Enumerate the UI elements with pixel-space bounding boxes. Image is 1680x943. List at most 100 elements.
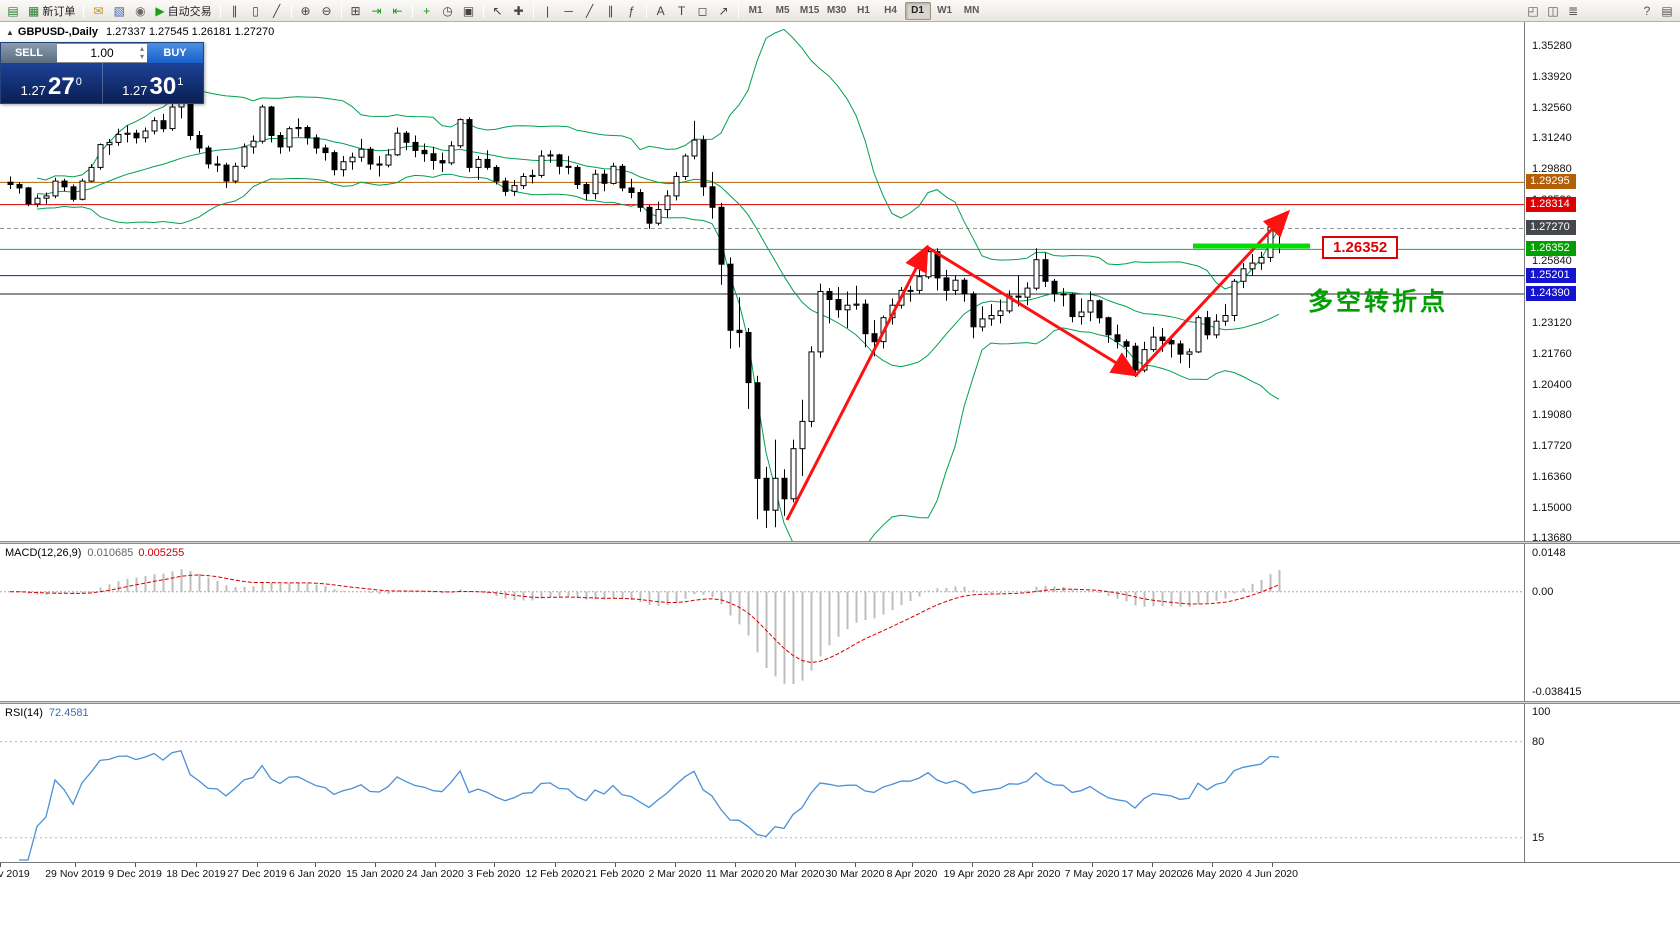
line-chart-mode-button[interactable]: ╱ [267, 1, 287, 21]
channel-tool-button[interactable]: ∥ [601, 1, 621, 21]
pane-separator[interactable] [0, 701, 1680, 704]
candle-body [601, 173, 608, 184]
macd-signal-line [10, 574, 1280, 664]
help-button[interactable]: ? [1637, 1, 1657, 21]
price-axis-label: 1.21760 [1532, 348, 1572, 360]
vertical-line-tool-button[interactable]: | [538, 1, 558, 21]
candle-body [1168, 340, 1175, 345]
price-chart-canvas[interactable] [0, 22, 1524, 541]
trend-arrow-1[interactable] [785, 244, 929, 521]
candle-body [1258, 256, 1265, 264]
trade-panel-controls: SELL 1.00 ▴ ▾ BUY [1, 43, 203, 63]
crosshair-tool-button[interactable]: ✚ [509, 1, 529, 21]
candle-body [232, 165, 239, 182]
fibonacci-tool-button[interactable]: ƒ [622, 1, 642, 21]
timeframe-w1-button[interactable]: W1 [937, 5, 953, 16]
bollinger-lower-band [36, 173, 1280, 541]
timeframe-m5-button[interactable]: M5 [775, 5, 790, 16]
trend-arrow-2[interactable] [926, 245, 1139, 377]
cursor-tool-button[interactable]: ↖ [488, 1, 508, 21]
toolbar-separator [340, 3, 342, 18]
print-preview-button[interactable]: ◫ [1543, 1, 1563, 21]
price-axis[interactable]: 1.352801.339201.325601.312401.298801.285… [1524, 22, 1680, 541]
data-window-button[interactable]: ◉ [130, 1, 150, 21]
zoom-in-button[interactable]: ⊕ [296, 1, 316, 21]
support-price-label[interactable]: 1.26352 [1322, 236, 1399, 259]
volume-stepper[interactable]: 1.00 ▴ ▾ [57, 43, 147, 63]
window-list-button[interactable]: ≣ [1563, 1, 1583, 21]
timeframe-mn-button[interactable]: MN [963, 5, 980, 16]
timeframe-m1-button[interactable]: M1 [748, 5, 763, 16]
timeframe-m30-button[interactable]: M30 [826, 5, 847, 16]
sell-button[interactable]: SELL [1, 43, 57, 63]
rsi-canvas[interactable] [0, 704, 1524, 862]
templates-icon: ▣ [462, 3, 475, 18]
horizontal-line-tool-button[interactable]: ─ [559, 1, 579, 21]
candle-body [187, 99, 194, 136]
candle-body [439, 160, 446, 164]
time-axis-tick [1032, 863, 1033, 867]
new-order-button[interactable]: ▦ 新订单 [24, 1, 79, 21]
candle-body [295, 127, 302, 130]
price-chart-pane[interactable]: ▲ GBPUSD-,Daily 1.27337 1.27545 1.26181 1.… [0, 22, 1524, 541]
timeframe-h1-button[interactable]: H1 [857, 5, 870, 16]
arrows-tool-button[interactable]: ↗ [714, 1, 734, 21]
candle-body [484, 158, 491, 168]
candle-body [115, 133, 122, 143]
spin-up-icon[interactable]: ▴ [139, 44, 144, 53]
print-button[interactable]: ◰ [1523, 1, 1543, 21]
rsi-indicator-pane[interactable]: RSI(14) 72.4581 [0, 704, 1524, 862]
candle-body [799, 420, 806, 450]
toolbar-separator [219, 3, 221, 18]
macd-indicator-pane[interactable]: MACD(12,26,9) 0.010685 0.005255 [0, 544, 1524, 701]
templates-button[interactable]: ▣ [459, 1, 479, 21]
spin-down-icon[interactable]: ▾ [139, 52, 144, 61]
timeframe-m15-button[interactable]: M15 [799, 5, 820, 16]
volume-spin-buttons[interactable]: ▴ ▾ [140, 45, 144, 61]
macd-canvas[interactable] [0, 544, 1524, 701]
zoom-out-button[interactable]: ⊖ [317, 1, 337, 21]
indicators-add-button[interactable]: + [417, 1, 437, 21]
candle-body [1060, 293, 1067, 296]
time-axis-label: 21 Feb 2020 [585, 868, 645, 880]
candle-body [1015, 295, 1022, 298]
tile-windows-button[interactable]: ⊞ [346, 1, 366, 21]
text-tool-button[interactable]: A [651, 1, 671, 21]
toolbar-separator [645, 3, 647, 18]
candle-body [628, 187, 635, 193]
chart-shift-button[interactable]: ⇤ [388, 1, 408, 21]
auto-scroll-button[interactable]: ⇥ [367, 1, 387, 21]
charts-folder-button[interactable]: ✉ [88, 1, 108, 21]
macd-axis[interactable]: 0.0148 0.00 -0.038415 [1524, 544, 1680, 701]
label-tool-button[interactable]: T [672, 1, 692, 21]
collapse-panel-icon[interactable]: ▲ [6, 28, 14, 37]
timeframe-h4-button[interactable]: H4 [884, 5, 897, 16]
candle-body [718, 206, 725, 265]
candle-body [502, 180, 509, 192]
new-chart-button[interactable]: ▤ [3, 1, 23, 21]
print-preview-icon: ◫ [1547, 3, 1559, 18]
timeframe-d1-button[interactable]: D1 [904, 1, 931, 20]
bar-chart-mode-button[interactable]: ∥ [225, 1, 245, 21]
pane-separator[interactable] [0, 541, 1680, 544]
price-axis-label: 1.23120 [1532, 317, 1572, 329]
auto-trading-button[interactable]: ▶ 自动交易 [151, 1, 215, 21]
sell-price[interactable]: 1.27 27 0 [1, 63, 103, 103]
buy-button[interactable]: BUY [147, 43, 203, 63]
time-axis-tick [972, 863, 973, 867]
candle-body [556, 154, 563, 167]
trend-arrow-3[interactable] [1134, 209, 1291, 377]
price-axis-label: 1.25840 [1532, 255, 1572, 267]
rsi-axis[interactable]: 100 80 15 [1524, 704, 1680, 862]
shapes-tool-button[interactable]: ◻ [693, 1, 713, 21]
candle-body [763, 477, 770, 511]
new-chart-icon: ▤ [7, 3, 19, 18]
buy-price[interactable]: 1.27 30 1 [103, 63, 204, 103]
bull-bear-turning-point-note[interactable]: 多空转折点 [1308, 288, 1449, 316]
docking-button[interactable]: ▤ [1657, 1, 1677, 21]
market-watch-button[interactable]: ▧ [109, 1, 129, 21]
candlestick-mode-button[interactable]: ▯ [246, 1, 266, 21]
trendline-tool-button[interactable]: ╱ [580, 1, 600, 21]
periods-button[interactable]: ◷ [438, 1, 458, 21]
